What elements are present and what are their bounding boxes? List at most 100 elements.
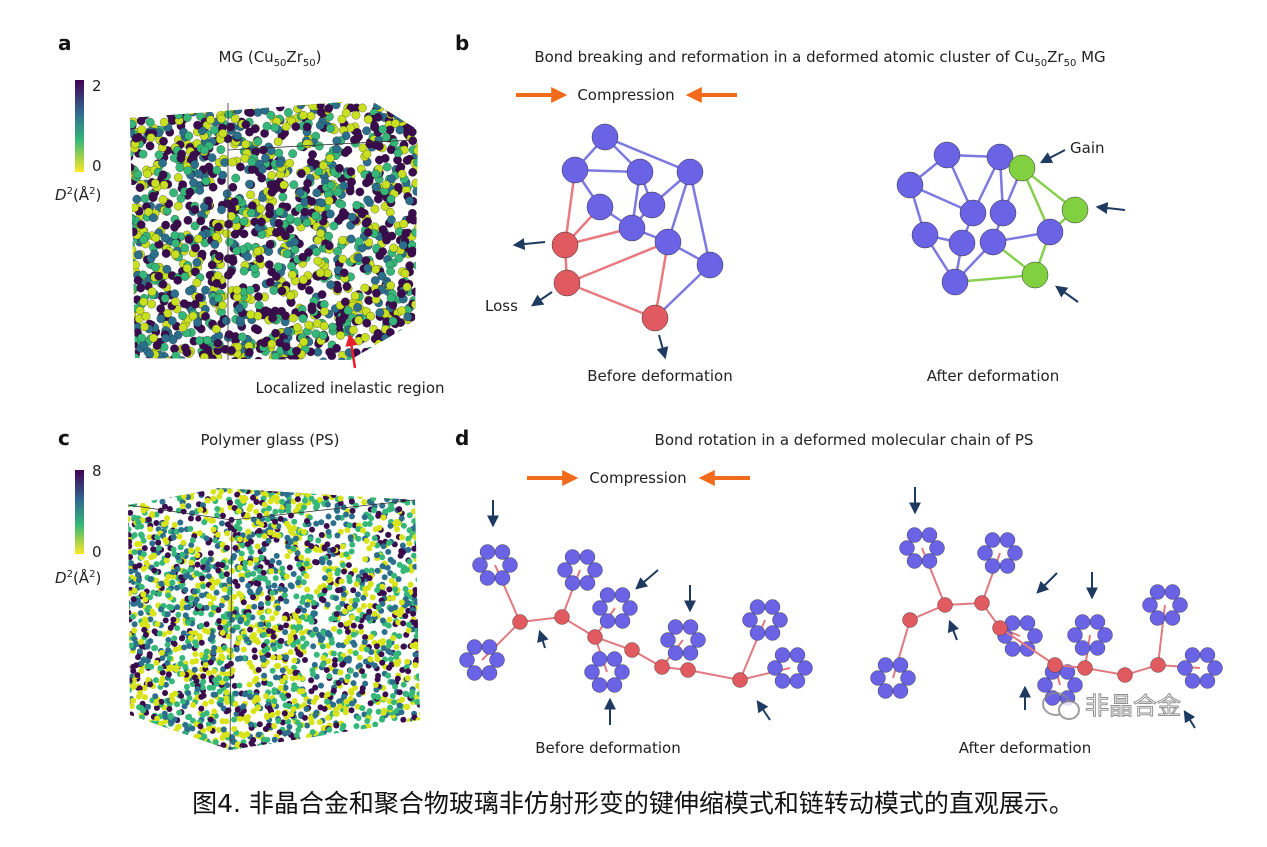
bead bbox=[364, 488, 371, 493]
bead bbox=[395, 520, 402, 527]
bond bbox=[566, 240, 669, 285]
bead bbox=[259, 614, 266, 621]
bead bbox=[325, 658, 332, 665]
bead bbox=[175, 723, 182, 730]
atom bbox=[190, 221, 200, 231]
atom bbox=[158, 279, 168, 289]
bead bbox=[128, 701, 130, 708]
bead bbox=[387, 704, 394, 711]
atom bbox=[202, 100, 212, 104]
atom bbox=[159, 117, 169, 127]
panel-label: d bbox=[455, 426, 469, 450]
bead bbox=[239, 576, 246, 583]
bead bbox=[325, 629, 332, 636]
atom bbox=[393, 182, 403, 192]
bead bbox=[340, 591, 347, 598]
bead bbox=[267, 529, 274, 536]
atom bbox=[354, 355, 363, 360]
bead bbox=[304, 586, 311, 593]
bead bbox=[128, 720, 135, 727]
bead bbox=[135, 722, 142, 729]
atom bbox=[187, 106, 196, 115]
atom bbox=[364, 238, 374, 247]
bead bbox=[395, 576, 402, 583]
atom bbox=[146, 133, 156, 142]
bead bbox=[400, 490, 407, 497]
atom bbox=[190, 104, 200, 114]
bead bbox=[282, 702, 289, 709]
atom bbox=[350, 135, 359, 145]
bead bbox=[251, 654, 258, 661]
bead bbox=[220, 705, 227, 712]
bead bbox=[164, 659, 171, 666]
bead bbox=[205, 740, 212, 747]
atom bbox=[381, 347, 391, 357]
atom bbox=[324, 241, 334, 251]
atom bbox=[158, 170, 168, 180]
atom bbox=[249, 100, 259, 109]
atom bbox=[170, 289, 180, 299]
bead bbox=[265, 600, 272, 607]
bead bbox=[382, 508, 389, 515]
bead bbox=[159, 745, 166, 750]
bead bbox=[272, 488, 279, 494]
bead bbox=[406, 558, 413, 565]
bead bbox=[400, 620, 407, 627]
bead bbox=[383, 489, 390, 496]
bead bbox=[162, 746, 169, 750]
bead bbox=[332, 706, 339, 713]
atom bbox=[167, 316, 177, 326]
atom bbox=[374, 142, 384, 151]
bead bbox=[170, 569, 177, 576]
atom bbox=[171, 297, 180, 307]
atom bbox=[397, 329, 407, 339]
atom bbox=[316, 107, 326, 117]
bead bbox=[337, 495, 344, 502]
bead bbox=[358, 628, 365, 635]
atom bbox=[288, 149, 297, 159]
bead bbox=[356, 654, 363, 661]
atom bbox=[230, 114, 240, 124]
bead bbox=[394, 675, 401, 682]
bead bbox=[219, 629, 226, 636]
bead bbox=[265, 621, 272, 628]
bead bbox=[371, 662, 378, 669]
bead bbox=[321, 737, 328, 744]
bead bbox=[128, 631, 132, 638]
bead bbox=[399, 666, 406, 673]
atom bbox=[329, 221, 339, 231]
atom bbox=[233, 105, 243, 115]
bead bbox=[310, 698, 317, 705]
atom bbox=[352, 128, 362, 137]
bead bbox=[146, 723, 153, 730]
bead bbox=[395, 619, 402, 626]
bead bbox=[128, 650, 130, 657]
bead bbox=[236, 634, 243, 641]
bead bbox=[311, 661, 318, 668]
atom bbox=[277, 100, 287, 104]
bead bbox=[267, 681, 274, 688]
atom bbox=[211, 324, 221, 334]
bead bbox=[403, 691, 410, 698]
atom bbox=[190, 160, 200, 169]
bead bbox=[405, 600, 412, 607]
atom bbox=[254, 300, 264, 310]
atom bbox=[328, 322, 337, 332]
bead bbox=[159, 747, 166, 750]
bead bbox=[376, 733, 383, 740]
bead bbox=[320, 629, 327, 636]
bead bbox=[354, 615, 361, 622]
bead bbox=[128, 568, 134, 575]
bead bbox=[255, 746, 262, 750]
bead bbox=[354, 703, 361, 710]
bead bbox=[977, 545, 993, 561]
atom bbox=[196, 216, 206, 226]
bead bbox=[210, 595, 217, 602]
bead bbox=[151, 745, 158, 750]
bead bbox=[466, 665, 483, 681]
bead bbox=[906, 527, 923, 543]
bead bbox=[238, 616, 245, 623]
bead bbox=[418, 558, 420, 565]
atom bbox=[236, 162, 245, 172]
atom bbox=[253, 137, 263, 146]
